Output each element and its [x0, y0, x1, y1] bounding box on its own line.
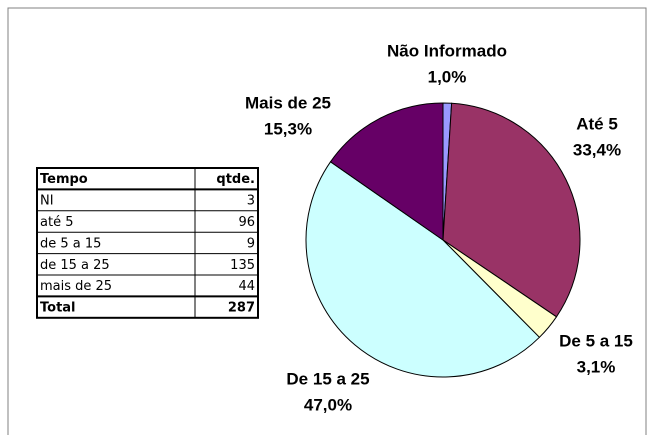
cell: até 5 — [40, 215, 73, 230]
cell: mais de 25 — [40, 279, 112, 294]
cell: qtde. — [216, 172, 255, 187]
cell: NI — [40, 194, 54, 209]
slice-label: Até 5 — [576, 114, 618, 133]
slice-value: 3,1% — [577, 357, 616, 376]
cell: 3 — [247, 194, 255, 209]
data-table: Tempo qtde. NI 3 até 5 96 de 5 a 15 9 de 15 a 25… — [36, 167, 259, 319]
slice-value: 1,0% — [428, 67, 467, 86]
slice-label: Não Informado — [387, 41, 507, 60]
table-border — [36, 167, 259, 319]
cell: de 15 a 25 — [40, 258, 110, 273]
pie-slice — [305, 161, 541, 378]
pie: Não Informado 1,0% Até 5 33,4% De 5 a 15 3,1%… — [245, 41, 633, 414]
cell: 135 — [230, 258, 255, 273]
slice-label: Mais de 25 — [245, 93, 331, 112]
slice-value: 47,0% — [304, 395, 352, 414]
pie-slice — [329, 102, 444, 241]
cell: de 5 a 15 — [40, 236, 101, 251]
pie-slice — [442, 102, 581, 318]
slice-value: 15,3% — [264, 119, 312, 138]
cell: 9 — [247, 236, 255, 251]
cell: Total — [40, 301, 76, 316]
cell: 96 — [238, 215, 255, 230]
slice-label: De 15 a 25 — [286, 369, 369, 388]
slice-value: 33,4% — [573, 140, 621, 159]
slice-label: De 5 a 15 — [559, 331, 633, 350]
cell: Tempo — [40, 172, 88, 187]
cell: 287 — [228, 301, 255, 316]
cell: 44 — [238, 279, 255, 294]
